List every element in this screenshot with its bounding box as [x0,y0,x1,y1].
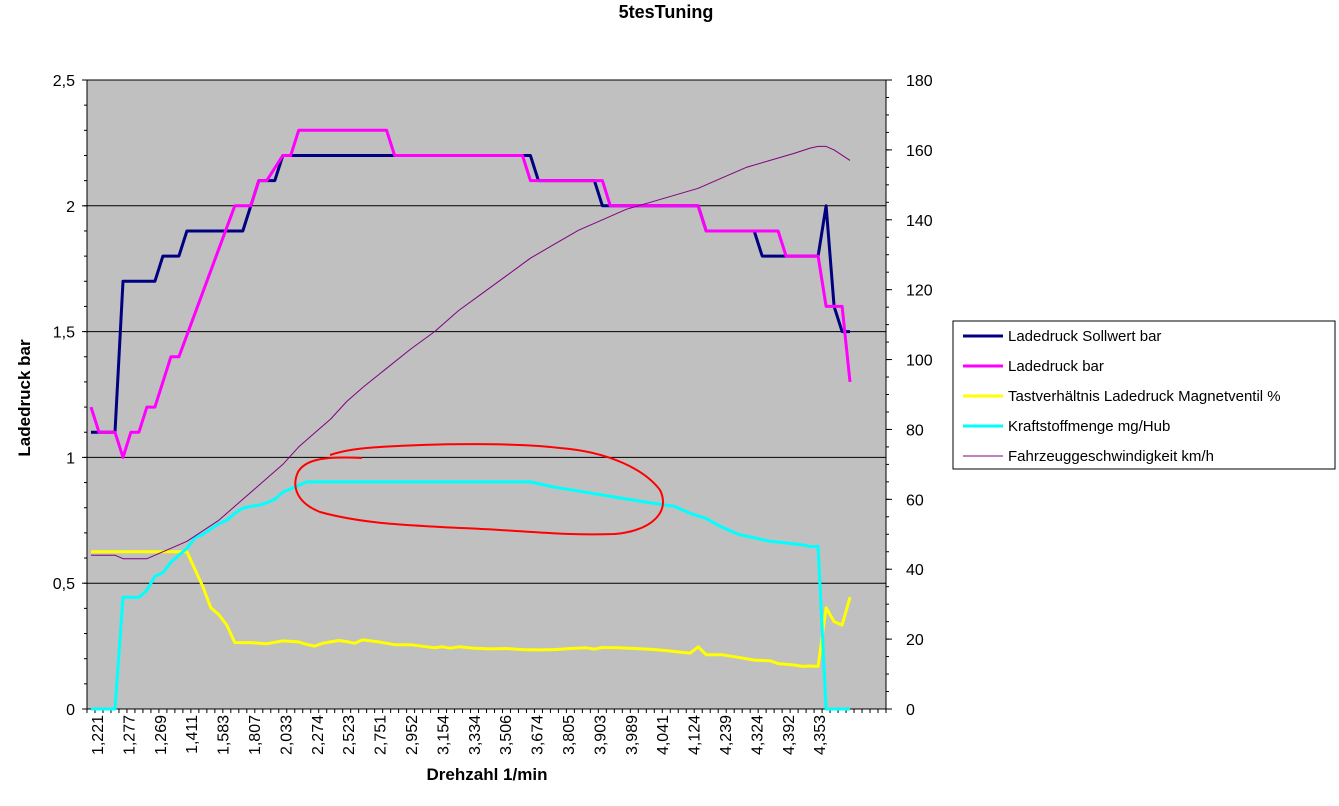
x-tick-label: 2,274 [310,715,327,755]
x-tick-label: 4,324 [749,715,766,755]
x-tick-label: 3,334 [467,715,484,755]
right-tick-label: 180 [906,73,933,90]
x-axis-title: Drehzahl 1/min [427,765,548,784]
x-tick-label: 1,583 [216,715,233,755]
right-tick-label: 160 [906,143,933,160]
right-tick-label: 0 [906,702,915,719]
right-tick-label: 60 [906,492,924,509]
y-axis-title: Ladedruck bar [15,339,34,457]
right-tick-label: 140 [906,213,933,230]
right-tick-label: 120 [906,283,933,300]
red-annotation-ellipse [294,443,664,536]
legend-label: Ladedruck bar [1008,358,1104,375]
legend-box [952,320,1336,470]
x-tick-label: 1,277 [121,715,138,755]
grid-lines [87,79,886,584]
left-tick-label: 1 [66,450,75,467]
series-line-5 [91,145,851,560]
x-tick-label: 3,154 [435,715,452,755]
series-lines [89,128,852,711]
x-tick-label: 4,239 [718,715,735,755]
x-tick-label: 1,269 [153,715,170,755]
left-tick-label: 0 [66,702,75,719]
x-tick-label: 2,523 [341,715,358,755]
x-tick-label: 1,221 [90,715,107,755]
x-tick-label: 1,411 [184,715,201,754]
right-tick-label: 100 [906,353,933,370]
right-tick-label: 80 [906,422,924,439]
legend-label: Fahrzeuggeschwindigkeit km/h [1008,448,1214,465]
left-tick-label: 0,5 [53,576,75,593]
x-tick-label: 2,952 [404,715,421,755]
legend-label: Kraftstoffmenge mg/Hub [1008,418,1170,435]
x-tick-label: 1,807 [247,715,264,755]
x-tick-label: 3,674 [530,715,547,755]
x-axis: 1,221 1,277 1,269 1,411 1,583 1,807 2,033 2,274… [86,708,887,755]
x-tick-label: 4,041 [655,715,672,755]
x-tick-label: 4,124 [687,715,704,755]
series-line-3 [91,550,852,668]
x-tick-label: 3,989 [624,715,641,755]
x-tick-label: 2,751 [373,715,390,755]
x-tick-label: 4,392 [781,715,798,755]
left-y-axis: 0 0,5 1 1,5 2 2,5 [53,73,88,719]
chart-title: 5tesTuning [619,2,714,22]
x-tick-label: 3,805 [561,715,578,755]
left-tick-label: 1,5 [53,325,75,342]
right-y-axis: 0 20 40 60 80 100 120 140 160 180 [885,73,933,719]
plot-area [87,80,886,709]
x-tick-label: 2,033 [278,715,295,755]
series-line-2 [89,128,852,459]
x-tick-label: 3,903 [592,715,609,755]
legend-label: Ladedruck Sollwert bar [1008,328,1161,345]
right-tick-label: 20 [906,632,924,649]
x-tick-label: 4,353 [812,715,829,755]
legend: Ladedruck Sollwert bar Ladedruck bar Tastv… [952,320,1336,470]
legend-label: Tastverhältnis Ladedruck Magnetventil % [1008,388,1281,405]
x-tick-label: 3,506 [498,715,515,755]
left-tick-label: 2 [66,199,75,216]
series-line-4 [91,480,850,711]
right-tick-label: 40 [906,562,924,579]
left-tick-label: 2,5 [53,73,75,90]
